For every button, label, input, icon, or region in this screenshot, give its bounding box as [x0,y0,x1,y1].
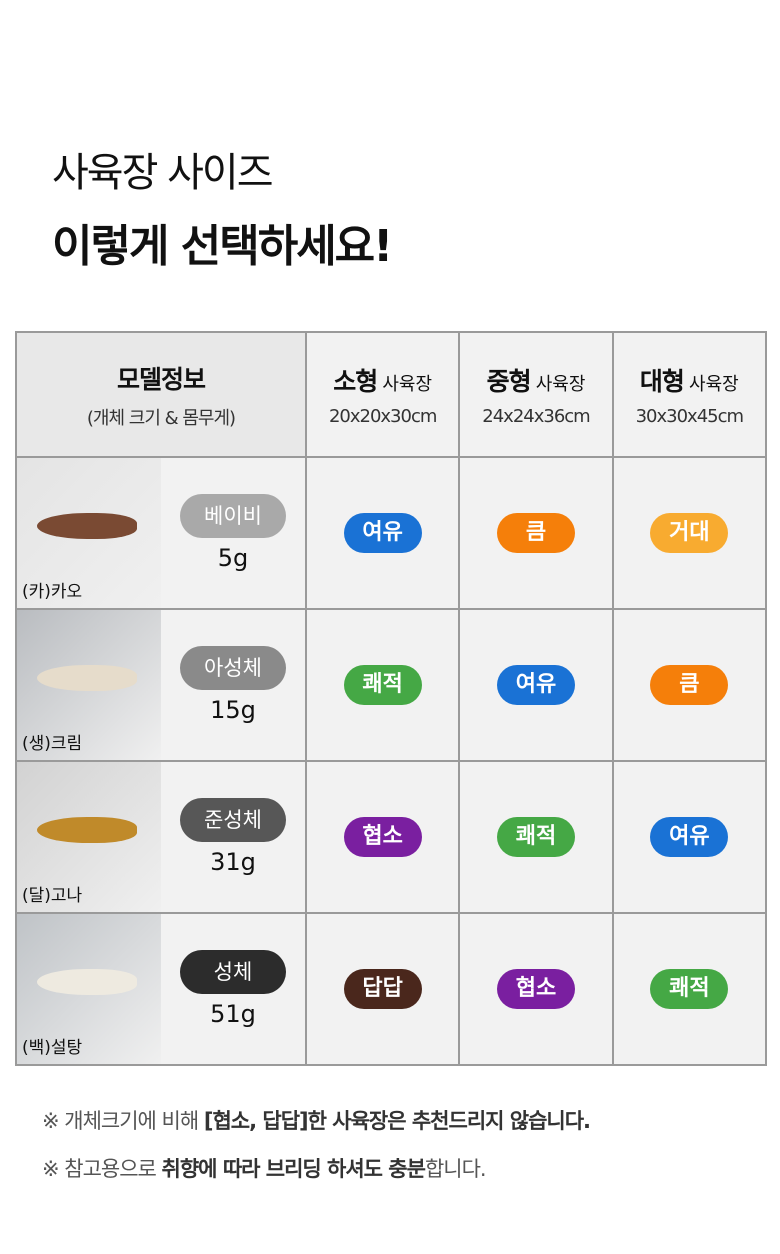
rating-cell: 큼 [458,456,614,610]
model-sub: (개체 크기 & 몸무게) [86,407,236,429]
col-size: 24x24x36cm [482,406,590,427]
note-1: ※ 개체크기에 비해 [협소, 답답]한 사육장은 추천드리지 않습니다. [42,1105,591,1135]
header-row: 모델정보 (개체 크기 & 몸무게) 소형 사육장 20x20x30cm 중형 사… [15,331,768,458]
rating-cell: 답답 [304,912,461,1066]
size-table: 모델정보 (개체 크기 & 몸무게) 소형 사육장 20x20x30cm 중형 사… [15,331,768,1066]
col-type: 대형 [639,367,685,396]
stage-cell: 준성체 31g [161,760,307,914]
rating-cell: 협소 [458,912,614,1066]
rating-cell: 쾌적 [304,608,461,762]
rating-cell: 여유 [611,760,768,914]
rating-badge: 여유 [496,665,575,705]
gecko-photo: (달)고나 [15,760,161,914]
note-bold: 취향에 따라 브리딩 하셔도 충분 [161,1157,426,1181]
col-type: 소형 [333,367,378,396]
rating-badge: 큼 [650,665,729,705]
rating-badge: 큼 [496,513,575,553]
rating-badge: 협소 [343,817,422,857]
rating-cell: 여유 [458,608,614,762]
table-row: (달)고나 준성체 31g 협소 쾌적 여유 [15,760,768,914]
gecko-photo: (카)카오 [15,456,161,610]
stage-pill: 준성체 [180,798,286,842]
gecko-image [37,969,137,995]
rating-badge: 답답 [343,969,422,1009]
model-title: 모델정보 [116,364,206,394]
table-row: (생)크림 아성체 15g 쾌적 여유 큼 [15,608,768,762]
stage-cell: 아성체 15g [161,608,307,762]
gecko-name: (카)카오 [22,582,83,602]
stage-pill: 아성체 [180,646,286,690]
gecko-name: (달)고나 [22,886,83,906]
stage-pill: 성체 [180,950,286,994]
col-large: 대형 사육장 30x30x45cm [611,331,768,458]
note-bold: [협소, 답답] [203,1109,309,1133]
stage-cell: 성체 51g [161,912,307,1066]
rating-cell: 협소 [304,760,461,914]
weight: 5g [217,544,249,572]
gecko-photo: (백)설탕 [15,912,161,1066]
weight: 15g [210,696,256,724]
rating-badge: 거대 [650,513,729,553]
col-small: 소형 사육장 20x20x30cm [304,331,461,458]
gecko-name: (백)설탕 [22,1038,83,1058]
note-text: 한 사육장은 추천드리지 않습니다. [307,1109,591,1133]
title-line2: 이렇게 선택하세요! [52,221,393,272]
model-info-header: 모델정보 (개체 크기 & 몸무게) [15,331,307,458]
col-suffix: 사육장 [535,374,586,395]
gecko-image [37,513,137,539]
rating-cell: 쾌적 [611,912,768,1066]
rating-badge: 협소 [496,969,575,1009]
rating-cell: 큼 [611,608,768,762]
weight: 51g [210,1000,256,1028]
col-size: 30x30x45cm [635,406,744,427]
rating-badge: 여유 [343,513,422,553]
rating-cell: 여유 [304,456,461,610]
stage-cell: 베이비 5g [161,456,307,610]
rating-badge: 쾌적 [650,969,729,1009]
rating-badge: 쾌적 [343,665,422,705]
rating-badge: 여유 [650,817,729,857]
stage-pill: 베이비 [180,494,286,538]
gecko-photo: (생)크림 [15,608,161,762]
col-type: 중형 [486,367,532,396]
gecko-name: (생)크림 [22,734,83,754]
note-text: 합니다. [424,1157,487,1181]
rating-cell: 쾌적 [458,760,614,914]
col-suffix: 사육장 [382,374,433,395]
rating-cell: 거대 [611,456,768,610]
table-row: (백)설탕 성체 51g 답답 협소 쾌적 [15,912,768,1066]
gecko-image [37,817,137,843]
weight: 31g [210,848,256,876]
note-text: ※ 개체크기에 비해 [42,1109,204,1133]
col-size: 20x20x30cm [328,406,437,427]
title-line1: 사육장 사이즈 [52,150,274,196]
rating-badge: 쾌적 [496,817,575,857]
note-text: ※ 참고용으로 [42,1157,162,1181]
note-2: ※ 참고용으로 취향에 따라 브리딩 하셔도 충분합니다. [42,1153,487,1183]
col-suffix: 사육장 [689,374,739,395]
gecko-image [37,665,137,691]
col-medium: 중형 사육장 24x24x36cm [458,331,614,458]
table-row: (카)카오 베이비 5g 여유 큼 거대 [15,456,768,610]
